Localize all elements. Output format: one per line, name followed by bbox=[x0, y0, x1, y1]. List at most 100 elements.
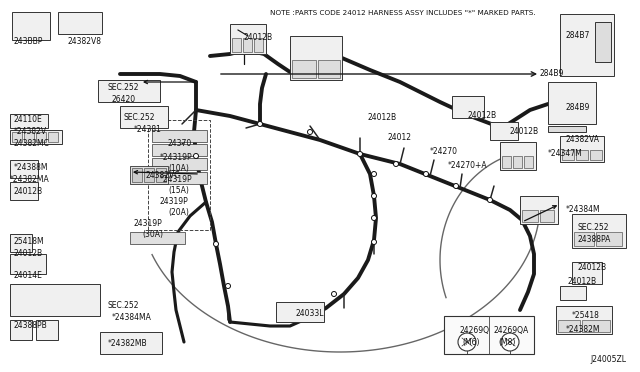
Text: 24012B: 24012B bbox=[14, 248, 43, 257]
Text: *24384MA: *24384MA bbox=[112, 312, 152, 321]
Bar bbox=[500, 142, 536, 170]
Circle shape bbox=[332, 292, 337, 296]
Circle shape bbox=[307, 129, 312, 135]
Text: 26420: 26420 bbox=[112, 96, 136, 105]
Text: 24110E: 24110E bbox=[14, 115, 43, 124]
Text: 24269Q: 24269Q bbox=[460, 326, 490, 334]
Circle shape bbox=[371, 240, 376, 244]
Circle shape bbox=[394, 161, 399, 167]
Text: 24370: 24370 bbox=[168, 140, 192, 148]
Circle shape bbox=[225, 283, 230, 289]
Circle shape bbox=[371, 215, 376, 221]
Bar bbox=[24, 132, 34, 142]
Text: SEC.252: SEC.252 bbox=[108, 301, 140, 310]
Circle shape bbox=[257, 122, 262, 126]
Bar bbox=[562, 150, 574, 160]
Bar bbox=[10, 254, 46, 274]
Bar bbox=[130, 166, 168, 184]
Bar bbox=[558, 320, 580, 332]
Circle shape bbox=[358, 151, 362, 157]
Text: 24012B: 24012B bbox=[578, 263, 607, 272]
Bar bbox=[556, 306, 612, 334]
Bar bbox=[520, 196, 558, 224]
Bar bbox=[522, 210, 538, 222]
Bar bbox=[36, 320, 58, 340]
Text: *24382M: *24382M bbox=[566, 324, 600, 334]
Text: SEC.252: SEC.252 bbox=[578, 222, 609, 231]
Bar bbox=[560, 14, 614, 76]
Bar bbox=[10, 130, 62, 144]
Bar bbox=[574, 232, 594, 246]
Bar bbox=[490, 122, 518, 140]
Bar bbox=[12, 132, 22, 142]
Text: *24270+A: *24270+A bbox=[448, 160, 488, 170]
Bar bbox=[10, 234, 32, 252]
Text: *24270: *24270 bbox=[430, 148, 458, 157]
Circle shape bbox=[214, 241, 218, 247]
Bar bbox=[540, 210, 554, 222]
Bar bbox=[548, 82, 596, 124]
Circle shape bbox=[371, 171, 376, 176]
Circle shape bbox=[371, 193, 376, 199]
Bar bbox=[292, 60, 316, 78]
Bar bbox=[152, 144, 207, 156]
Bar bbox=[10, 160, 38, 178]
Bar bbox=[152, 130, 207, 142]
Text: (M6): (M6) bbox=[462, 337, 479, 346]
Text: 243BBP: 243BBP bbox=[14, 38, 44, 46]
Circle shape bbox=[193, 154, 198, 158]
Text: *24319P: *24319P bbox=[160, 174, 193, 183]
Bar bbox=[254, 38, 263, 52]
Text: 284B7: 284B7 bbox=[566, 32, 590, 41]
Text: *24319P: *24319P bbox=[160, 153, 193, 161]
Text: 24382VA: 24382VA bbox=[566, 135, 600, 144]
Bar bbox=[548, 126, 586, 132]
Bar bbox=[132, 168, 142, 182]
Bar bbox=[10, 320, 32, 340]
Text: 24012B: 24012B bbox=[244, 32, 273, 42]
Bar bbox=[12, 12, 50, 40]
Text: (15A): (15A) bbox=[168, 186, 189, 195]
Bar bbox=[513, 156, 522, 168]
Text: NOTE :PARTS CODE 24012 HARNESS ASSY INCLUDES "*" MARKED PARTS.: NOTE :PARTS CODE 24012 HARNESS ASSY INCL… bbox=[270, 10, 536, 16]
Text: 24012B: 24012B bbox=[510, 128, 539, 137]
Text: 24014E: 24014E bbox=[14, 270, 43, 279]
Bar bbox=[590, 150, 602, 160]
Text: *24381: *24381 bbox=[134, 125, 162, 134]
Text: *24388M: *24388M bbox=[14, 164, 49, 173]
Bar bbox=[10, 284, 100, 316]
Text: (10A): (10A) bbox=[168, 164, 189, 173]
Bar bbox=[100, 332, 162, 354]
Text: 24033L: 24033L bbox=[296, 310, 324, 318]
Bar bbox=[582, 320, 610, 332]
Text: 24388PB: 24388PB bbox=[14, 321, 48, 330]
Bar bbox=[58, 12, 102, 34]
Text: 24012B: 24012B bbox=[14, 186, 43, 196]
Bar bbox=[156, 168, 166, 182]
Bar bbox=[318, 60, 340, 78]
Text: 284B9: 284B9 bbox=[540, 70, 564, 78]
Bar bbox=[120, 106, 168, 128]
Circle shape bbox=[488, 198, 493, 202]
Bar bbox=[230, 24, 266, 54]
Text: J24005ZL: J24005ZL bbox=[590, 355, 626, 364]
Text: 24012B: 24012B bbox=[368, 112, 397, 122]
Bar bbox=[98, 80, 160, 102]
Bar bbox=[595, 22, 611, 62]
Text: SEC.252: SEC.252 bbox=[124, 112, 156, 122]
Text: 25418M: 25418M bbox=[14, 237, 45, 246]
Text: SEC.252: SEC.252 bbox=[108, 83, 140, 92]
Bar bbox=[152, 172, 207, 184]
Bar bbox=[243, 38, 252, 52]
Text: 24382V8: 24382V8 bbox=[68, 38, 102, 46]
Text: 24382MC: 24382MC bbox=[14, 138, 50, 148]
Text: *24384M: *24384M bbox=[566, 205, 600, 214]
Bar bbox=[444, 316, 534, 354]
Bar bbox=[502, 156, 511, 168]
Text: (M8): (M8) bbox=[498, 337, 515, 346]
Bar bbox=[36, 132, 46, 142]
Bar bbox=[290, 36, 342, 80]
Text: 24012B: 24012B bbox=[568, 278, 597, 286]
Circle shape bbox=[501, 333, 519, 351]
Text: (20A): (20A) bbox=[168, 208, 189, 217]
